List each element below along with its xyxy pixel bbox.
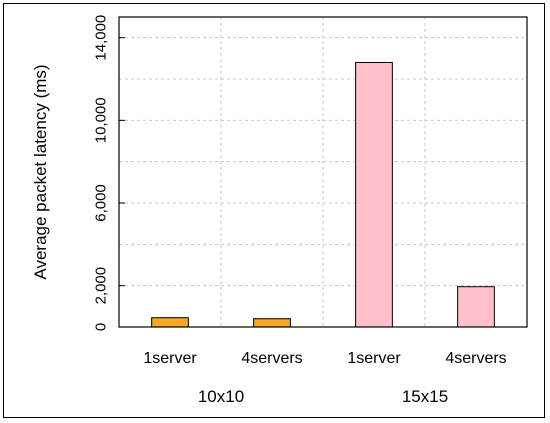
x-category-label: 1server [143, 350, 197, 367]
bar [253, 318, 291, 328]
y-axis-label: Average packet latency (ms) [31, 64, 50, 279]
y-tick-label: 2,000 [92, 267, 109, 305]
y-tick-label: 14,000 [92, 15, 109, 61]
chart-frame [3, 3, 545, 418]
bar [151, 317, 189, 328]
x-axis-labels: 1server 4servers 10x10 1server 4servers 15x15 [143, 350, 506, 406]
x-category-label: 4servers [445, 350, 506, 367]
grid-lines [119, 17, 527, 327]
x-category-label: 4servers [241, 350, 302, 367]
bar [457, 286, 495, 328]
y-tick-label: 10,000 [92, 97, 109, 143]
plot-area-border [118, 16, 528, 328]
x-category-label: 1server [347, 350, 401, 367]
bar [355, 61, 393, 328]
x-group-label: 10x10 [198, 387, 244, 406]
x-group-label: 15x15 [402, 387, 448, 406]
y-axis-ticks: 0 2,000 6,000 10,000 14,000 [92, 15, 125, 331]
y-tick-label: 0 [92, 323, 109, 331]
y-tick-label: 6,000 [92, 184, 109, 222]
